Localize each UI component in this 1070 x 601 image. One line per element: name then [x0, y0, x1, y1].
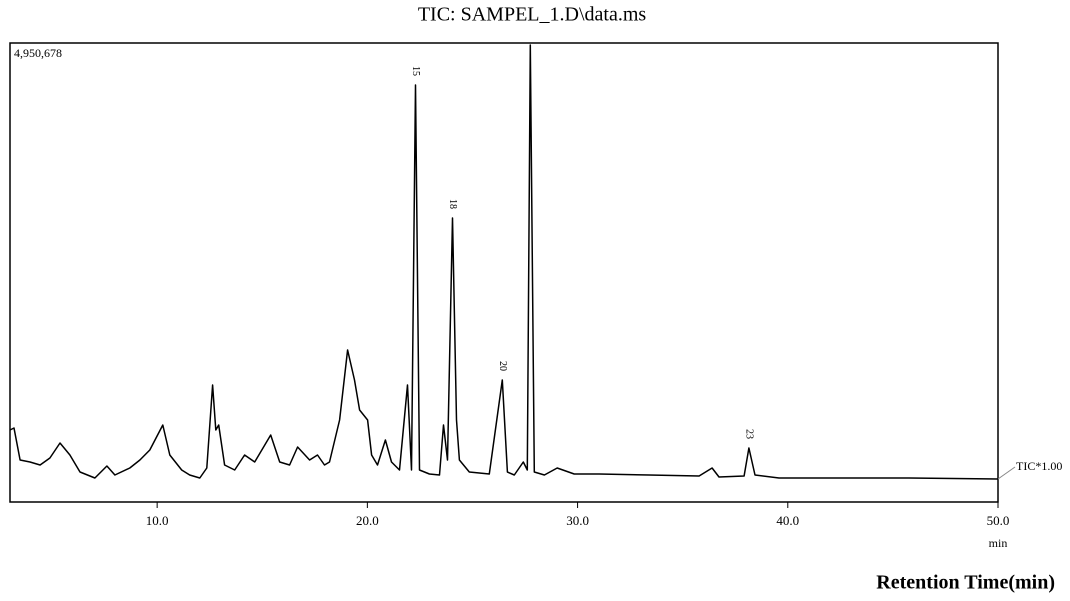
y-tick-label: 4,950,678 — [14, 46, 62, 60]
x-unit: min — [989, 536, 1008, 550]
peak-label: 20 — [497, 361, 508, 371]
plot-frame — [9, 42, 999, 503]
x-tick-label: 30.0 — [566, 513, 589, 528]
x-tick-label: 50.0 — [987, 513, 1010, 528]
peak-label: 18 — [447, 199, 458, 209]
trace-label: TIC*1.00 — [1016, 459, 1062, 473]
peak-label: 15 — [410, 66, 421, 76]
x-tick-label: 20.0 — [356, 513, 379, 528]
chart-title: TIC: SAMPEL_1.D\data.ms — [418, 4, 647, 26]
x-axis-label: Retention Time(min) — [876, 572, 1055, 594]
x-tick-label: 10.0 — [146, 513, 169, 528]
x-tick-label: 40.0 — [776, 513, 799, 528]
peak-label: 23 — [744, 429, 755, 439]
trace-label-leader — [997, 466, 1016, 480]
trace-line — [9, 44, 999, 480]
